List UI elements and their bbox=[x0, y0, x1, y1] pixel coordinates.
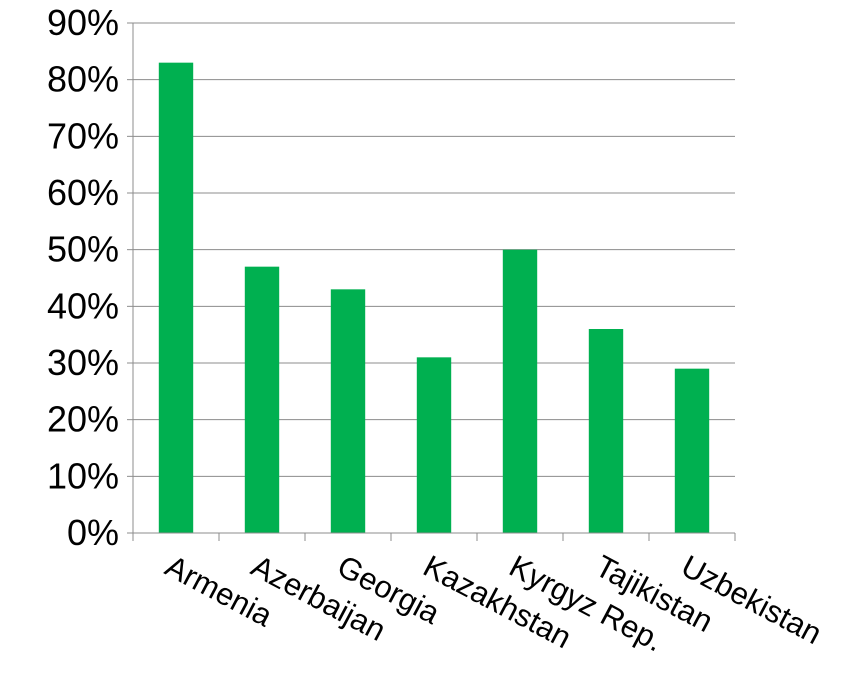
bar-layer bbox=[158, 62, 710, 534]
y-tick-label: 30% bbox=[47, 342, 119, 383]
bar-tajikistan bbox=[588, 329, 624, 533]
bar-kyrgyz-rep bbox=[502, 249, 538, 533]
y-axis-labels: 0% 10% 20% 30% 40% 50% 60% 70% 80% 90% bbox=[47, 2, 119, 553]
y-tick-label: 60% bbox=[47, 172, 119, 213]
y-tick-label: 80% bbox=[47, 59, 119, 100]
bar-azerbaijan bbox=[244, 266, 280, 533]
y-tick-label: 20% bbox=[47, 399, 119, 440]
y-tick-label: 90% bbox=[47, 2, 119, 43]
bar-uzbekistan bbox=[674, 368, 710, 533]
bar-georgia bbox=[330, 289, 366, 533]
bar-kazakhstan bbox=[416, 357, 452, 533]
y-tick-label: 0% bbox=[67, 512, 119, 553]
y-tick-label: 50% bbox=[47, 229, 119, 270]
grid-layer bbox=[133, 22, 735, 477]
y-tick-label: 70% bbox=[47, 115, 119, 156]
bar-armenia bbox=[158, 62, 194, 534]
x-axis-labels: ArmeniaAzerbaijanGeorgiaKazakhstanKyrgyz… bbox=[160, 548, 828, 658]
y-tick-label: 10% bbox=[47, 455, 119, 496]
axis-layer bbox=[127, 22, 736, 541]
y-tick-label: 40% bbox=[47, 285, 119, 326]
